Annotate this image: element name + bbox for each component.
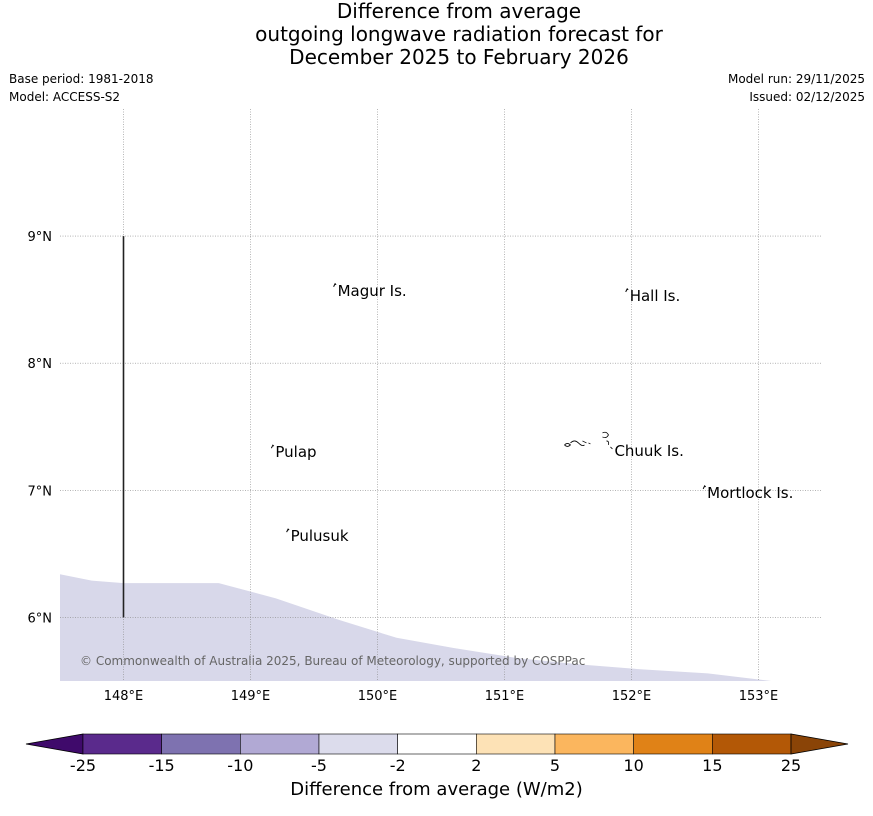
longitude-tick-label: 152°E bbox=[612, 689, 652, 704]
latitude-tick-label: 6°N bbox=[28, 611, 53, 626]
colorbar-tick-label: 25 bbox=[781, 756, 801, 775]
colorbar-tick-label: 15 bbox=[702, 756, 722, 775]
longitude-tick-label: 148°E bbox=[104, 689, 144, 704]
colorbar-segment bbox=[82, 733, 162, 755]
colorbar-tick-label: 2 bbox=[471, 756, 481, 775]
island-outline bbox=[270, 444, 275, 449]
colorbar-tick-label: -25 bbox=[70, 756, 96, 775]
colorbar-segment bbox=[318, 733, 398, 755]
island-outline-chuuk bbox=[564, 431, 613, 450]
place-label: Magur Is. bbox=[338, 282, 407, 300]
place-label: Chuuk Is. bbox=[614, 442, 683, 460]
title-line-1: Difference from average bbox=[336, 0, 582, 23]
colorbar-tick-label: -5 bbox=[311, 756, 327, 775]
map-title: Difference from average outgoing longwav… bbox=[0, 0, 873, 69]
colorbar-under-arrow bbox=[25, 733, 84, 755]
longitude-tick-label: 150°E bbox=[358, 689, 398, 704]
place-label: Pulap bbox=[275, 443, 316, 461]
longitude-tick-label: 149°E bbox=[231, 689, 271, 704]
colorbar-over-arrow bbox=[790, 733, 849, 755]
model-name: Model: ACCESS-S2 bbox=[9, 90, 121, 104]
longitude-tick-label: 153°E bbox=[739, 689, 779, 704]
colorbar-tick-label: -2 bbox=[390, 756, 406, 775]
model-run: Model run: 29/11/2025 bbox=[727, 72, 865, 86]
base-period: Base period: 1981-2018 bbox=[9, 72, 154, 86]
title-line-3: December 2025 to February 2026 bbox=[289, 45, 629, 69]
latitude-tick-label: 9°N bbox=[28, 230, 53, 245]
island-outline bbox=[333, 282, 337, 287]
place-label: Hall Is. bbox=[630, 287, 681, 305]
colorbar-segment bbox=[554, 733, 634, 755]
anomaly-shaded-region bbox=[60, 574, 772, 681]
copyright-notice: © Commonwealth of Australia 2025, Bureau… bbox=[80, 654, 585, 668]
issued-date: Issued: 02/12/2025 bbox=[749, 90, 865, 104]
island-outline bbox=[702, 485, 707, 490]
latitude-tick-label: 7°N bbox=[28, 484, 53, 499]
title-line-2: outgoing longwave radiation forecast for bbox=[255, 22, 663, 46]
colorbar-segment bbox=[633, 733, 713, 755]
colorbar-title: Difference from average (W/m2) bbox=[290, 779, 583, 800]
longitude-tick-label: 151°E bbox=[485, 689, 525, 704]
place-label: Pulusuk bbox=[291, 527, 349, 545]
colorbar-tick-label: 5 bbox=[550, 756, 560, 775]
colorbar-segment bbox=[161, 733, 241, 755]
colorbar-segment bbox=[240, 733, 320, 755]
island-outline bbox=[286, 528, 290, 533]
colorbar-tick-label: -10 bbox=[227, 756, 253, 775]
colorbar-segment bbox=[476, 733, 556, 755]
colorbar-tick-label: -15 bbox=[149, 756, 175, 775]
colorbar-tick-label: 10 bbox=[623, 756, 643, 775]
place-label: Mortlock Is. bbox=[707, 484, 793, 502]
colorbar-segment bbox=[397, 733, 477, 755]
island-outline bbox=[625, 288, 629, 293]
latitude-tick-label: 8°N bbox=[28, 357, 53, 372]
metadata-left: Base period: 1981-2018 Model: ACCESS-S2 bbox=[9, 70, 154, 106]
metadata-right: Model run: 29/11/2025 Issued: 02/12/2025 bbox=[728, 70, 865, 106]
colorbar-segment bbox=[712, 733, 792, 755]
